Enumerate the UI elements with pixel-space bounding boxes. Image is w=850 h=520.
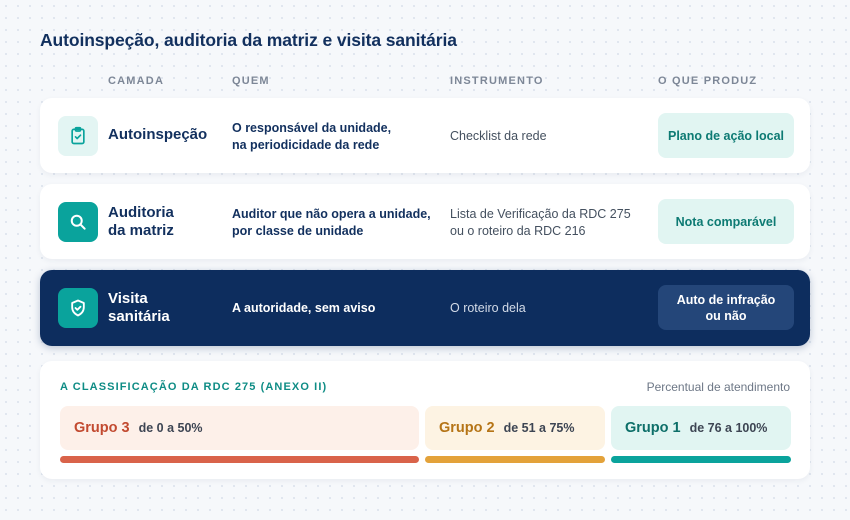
layer-name: Autoinspeção (108, 126, 208, 143)
group-bar (611, 456, 791, 463)
shield-check-icon (58, 288, 98, 328)
group-range: de 0 a 50% (138, 421, 203, 435)
column-header-instrument: INSTRUMENTO (450, 75, 544, 87)
layer-instrument: Checklist da rede (450, 129, 547, 143)
clipboard-check-icon (58, 116, 98, 156)
layer-row-visita: Visita sanitária A autoridade, sem aviso… (40, 270, 810, 346)
layer-name: Auditoria da matriz (108, 204, 174, 239)
layer-name: Visita sanitária (108, 290, 170, 325)
group-box: Grupo 3 de 0 a 50% (60, 406, 419, 450)
layer-row-auditoria: Auditoria da matriz Auditor que não oper… (40, 184, 810, 259)
group-name: Grupo 2 (439, 420, 495, 436)
group-range: de 51 a 75% (503, 421, 575, 435)
layer-instrument: Lista de Verificação da RDC 275 ou o rot… (450, 207, 631, 238)
layer-who: O responsável da unidade, na periodicida… (232, 121, 392, 152)
group-name: Grupo 3 (74, 420, 130, 436)
layer-output-badge: Plano de ação local (658, 113, 794, 158)
group-bar (425, 456, 605, 463)
layer-output-badge: Auto de infração ou não (658, 285, 794, 330)
group-range: de 76 a 100% (689, 421, 768, 435)
classification-panel: A CLASSIFICAÇÃO DA RDC 275 (ANEXO II) Pe… (40, 361, 810, 479)
group-box: Grupo 2 de 51 a 75% (425, 406, 605, 450)
group-name: Grupo 1 (625, 420, 681, 436)
layer-who: A autoridade, sem aviso (232, 301, 376, 315)
group-bar (60, 456, 419, 463)
page-title: Autoinspeção, auditoria da matriz e visi… (40, 30, 457, 50)
column-header-layer: CAMADA (108, 75, 165, 87)
column-header-output: O QUE PRODUZ (658, 75, 758, 87)
group-box: Grupo 1 de 76 a 100% (611, 406, 791, 450)
layer-row-autoinspecao: Autoinspeção O responsável da unidade, n… (40, 98, 810, 173)
classification-title: A CLASSIFICAÇÃO DA RDC 275 (ANEXO II) (60, 381, 328, 393)
layer-instrument: O roteiro dela (450, 301, 526, 315)
column-header-who: QUEM (232, 75, 270, 87)
layer-output-badge: Nota comparável (658, 199, 794, 244)
search-icon (58, 202, 98, 242)
classification-note: Percentual de atendimento (646, 380, 790, 394)
layer-who: Auditor que não opera a unidade, por cla… (232, 207, 431, 238)
